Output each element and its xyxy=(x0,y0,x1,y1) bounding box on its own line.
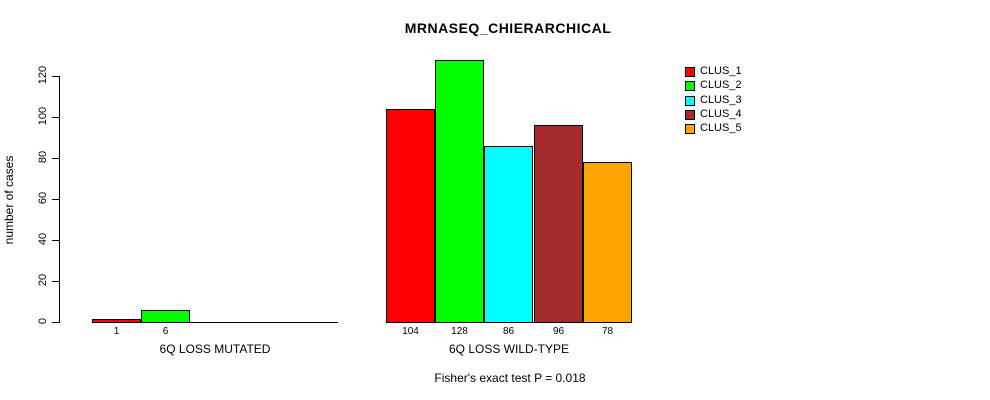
y-tick-label: 120 xyxy=(37,65,49,85)
bar-clus_4-group2 xyxy=(534,125,583,323)
legend-swatch-clus_1-icon xyxy=(685,66,695,77)
bar-value-label: 86 xyxy=(502,326,515,337)
legend-label: CLUS_1 xyxy=(700,65,742,77)
y-tick-label: 40 xyxy=(37,232,49,246)
bar-value-label: 6 xyxy=(162,326,169,337)
x-axis-baseline xyxy=(92,322,338,323)
y-tick xyxy=(52,199,59,200)
bar-value-label: 96 xyxy=(552,326,565,337)
group-label-wild-type: 6Q LOSS WILD-TYPE xyxy=(448,342,570,356)
y-tick-label: 80 xyxy=(37,150,49,164)
legend-label: CLUS_5 xyxy=(700,122,742,134)
bar-value-label: 128 xyxy=(451,326,468,337)
legend-swatch-clus_3-icon xyxy=(685,95,695,106)
legend-item-clus_2: CLUS_2 xyxy=(685,80,742,91)
legend-item-clus_4: CLUS_4 xyxy=(685,109,742,120)
y-tick-label: 100 xyxy=(37,106,49,126)
bar-value-label: 78 xyxy=(601,326,614,337)
y-tick-label: 0 xyxy=(37,317,49,325)
y-tick xyxy=(52,158,59,159)
y-axis-label: number of cases xyxy=(2,155,16,245)
y-tick xyxy=(52,117,59,118)
legend-label: CLUS_4 xyxy=(700,108,742,120)
y-axis-line xyxy=(59,76,60,323)
bar-value-label: 1 xyxy=(113,326,120,337)
bar-clus_1-group1 xyxy=(92,319,141,323)
bar-clus_3-group2 xyxy=(484,146,533,323)
legend-swatch-clus_5-icon xyxy=(685,123,695,134)
y-tick xyxy=(52,322,59,323)
bar-value-label: 104 xyxy=(402,326,419,337)
bar-clus_5-group2 xyxy=(583,162,632,323)
legend-item-clus_1: CLUS_1 xyxy=(685,66,742,77)
group-label-mutated: 6Q LOSS MUTATED xyxy=(159,342,271,356)
y-tick-label: 60 xyxy=(37,191,49,205)
chart-title: MRNASEQ_CHIERARCHICAL xyxy=(404,20,612,36)
legend-item-clus_3: CLUS_3 xyxy=(685,95,742,106)
fisher-test-footnote: Fisher's exact test P = 0.018 xyxy=(434,371,586,385)
y-tick xyxy=(52,76,59,77)
bar-clus_2-group2 xyxy=(435,60,484,323)
legend-label: CLUS_3 xyxy=(700,94,742,106)
legend-label: CLUS_2 xyxy=(700,79,742,91)
y-tick xyxy=(52,281,59,282)
bar-clus_1-group2 xyxy=(386,109,435,323)
y-tick xyxy=(52,240,59,241)
legend-swatch-clus_2-icon xyxy=(685,80,695,91)
legend-swatch-clus_4-icon xyxy=(685,109,695,120)
bar-clus_2-group1 xyxy=(141,310,190,323)
y-tick-label: 20 xyxy=(37,273,49,287)
legend-item-clus_5: CLUS_5 xyxy=(685,123,742,134)
